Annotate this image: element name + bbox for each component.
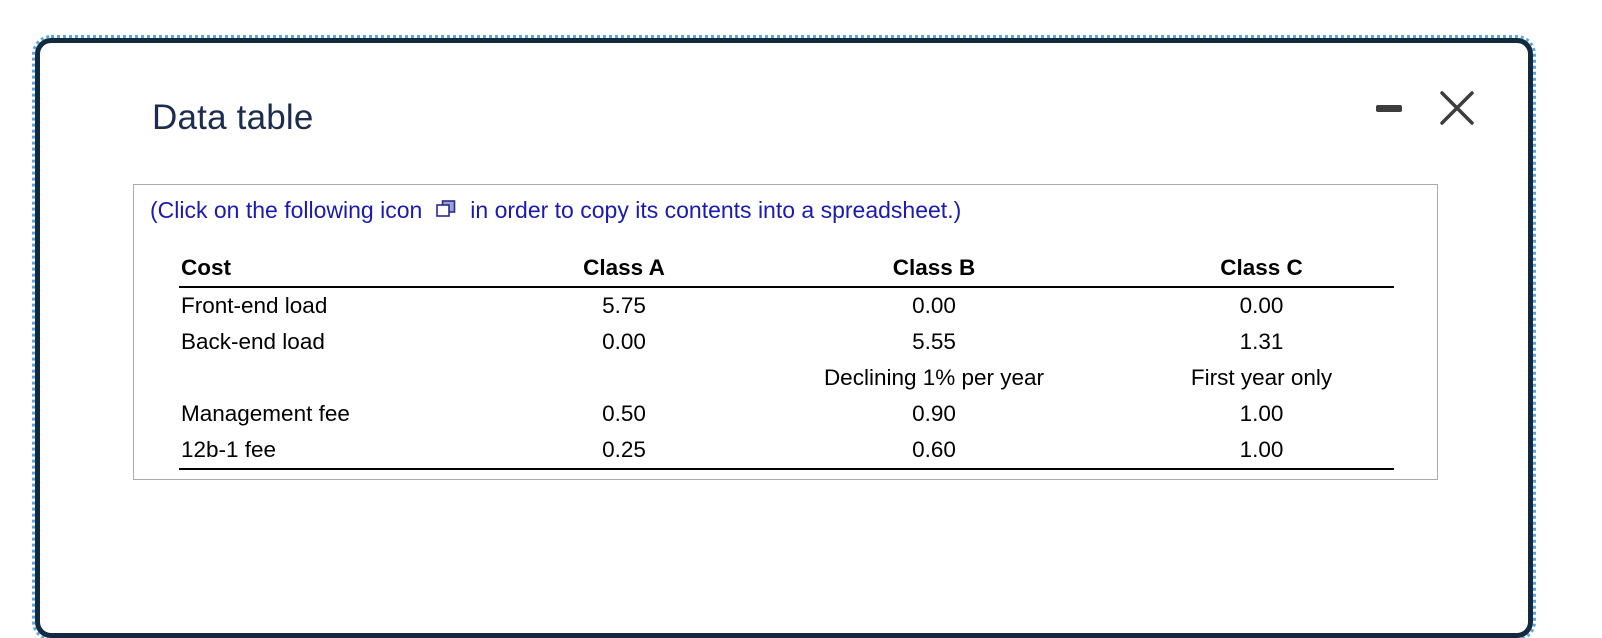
cell: 0.00 [602,329,646,354]
instruction-text: (Click on the following icon in order to… [150,197,1437,224]
close-icon [1438,89,1476,130]
cell [179,360,509,396]
copy-to-spreadsheet-icon [434,198,458,223]
table-row: 12b-1 fee 0.25 0.60 1.00 [179,432,1394,470]
data-table-panel: (Click on the following icon in order to… [133,184,1438,480]
table-row: Declining 1% per year First year only [179,360,1394,396]
cell: 12b-1 fee [179,432,509,470]
cell: 0.90 [912,401,956,426]
cell: 5.75 [602,293,646,318]
minimize-button[interactable] [1370,89,1408,130]
cell: 0.60 [739,432,1129,470]
page-title: Data table [152,98,314,137]
cell: 0.00 [1239,293,1284,318]
cell: 1.00 [1239,401,1284,426]
column-header-class-a: Class A [509,250,739,288]
cell [509,360,739,396]
copy-to-spreadsheet-button[interactable] [432,198,460,223]
table-header-row: Cost Class A Class B Class C [179,250,1394,288]
cell: 0.00 [912,293,956,318]
table-row: Back-end load 0.00 5.55 1.31 [179,324,1394,360]
column-header-class-b: Class B [739,250,1129,288]
close-button[interactable] [1434,85,1480,134]
cell: Management fee [181,401,350,426]
data-table-dialog: Data table (Click on the following icon … [32,35,1536,638]
instruction-prefix: (Click on the following icon [150,197,423,223]
instruction-suffix: in order to copy its contents into a spr… [470,197,962,223]
cell: 0.25 [509,432,739,470]
cell: Declining 1% per year [823,365,1045,390]
column-header-class-c: Class C [1129,250,1394,288]
table-row: Management fee 0.50 0.90 1.00 [179,396,1394,432]
column-header-cost: Cost [179,250,509,288]
cell: Front-end load [181,293,328,318]
cell: 1.31 [1239,329,1284,354]
cell: 1.00 [1129,432,1394,470]
cost-table: Cost Class A Class B Class C Front-end l… [179,250,1394,470]
cell: Back-end load [181,329,325,354]
table-row: Front-end load 5.75 0.00 0.00 [179,287,1394,324]
cell: 5.55 [912,329,956,354]
window-controls [1370,85,1480,134]
cell: 0.50 [602,401,646,426]
minimize-icon [1374,93,1404,126]
cell: First year only [1190,365,1333,390]
